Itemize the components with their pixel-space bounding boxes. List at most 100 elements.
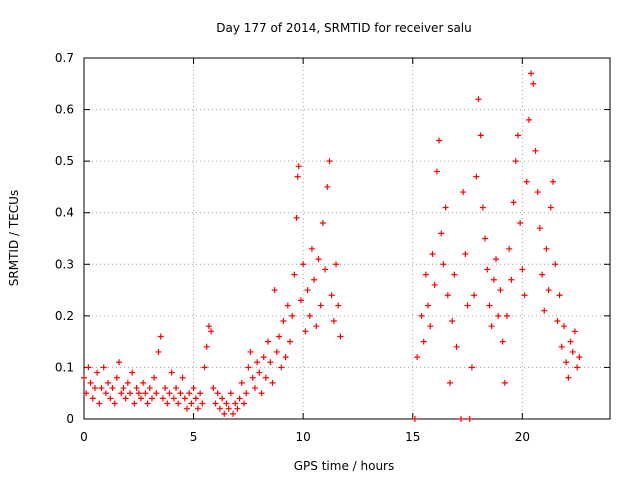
data-point: [486, 302, 493, 309]
data-point: [477, 132, 484, 139]
data-point: [438, 230, 445, 237]
data-point: [221, 410, 228, 417]
axis-ticks: 0 0.1 0.2 0.3 0.4 0.5 0.6 0.7 0 5 10 15 20: [55, 51, 610, 444]
data-point: [170, 395, 177, 402]
data-point: [567, 338, 574, 345]
data-point: [100, 364, 107, 371]
data-point: [162, 385, 169, 392]
data-point: [482, 235, 489, 242]
data-point: [179, 374, 186, 381]
data-point: [479, 204, 486, 211]
data-point: [230, 410, 237, 417]
data-point: [216, 405, 223, 412]
data-point: [188, 400, 195, 407]
data-point: [219, 395, 226, 402]
data-point: [140, 379, 147, 386]
data-point: [420, 338, 427, 345]
data-point: [177, 390, 184, 397]
data-point: [442, 204, 449, 211]
data-point: [175, 400, 182, 407]
data-point: [528, 70, 535, 77]
data-point: [429, 250, 436, 257]
data-point: [536, 225, 543, 232]
data-point: [501, 379, 508, 386]
data-point: [111, 400, 118, 407]
data-point: [201, 364, 208, 371]
data-point: [289, 312, 296, 319]
data-point: [98, 385, 105, 392]
data-point: [225, 405, 232, 412]
data-point: [94, 369, 101, 376]
data-point: [212, 400, 219, 407]
data-point: [291, 271, 298, 278]
data-point: [411, 416, 418, 422]
data-point: [181, 395, 188, 402]
data-point: [534, 189, 541, 196]
data-point: [532, 147, 539, 154]
data-point: [146, 385, 153, 392]
data-point: [473, 173, 480, 180]
data-point: [414, 354, 421, 361]
data-point: [144, 400, 151, 407]
x-tick-label: 0: [80, 430, 88, 444]
data-point: [503, 312, 510, 319]
data-point: [199, 400, 206, 407]
data-point: [300, 261, 307, 268]
data-point: [116, 359, 123, 366]
data-point: [324, 183, 331, 190]
data-point: [326, 158, 333, 165]
data-point: [569, 348, 576, 355]
data-point: [517, 220, 524, 227]
data-point: [208, 328, 215, 335]
data-point: [284, 302, 291, 309]
data-point: [271, 287, 278, 294]
x-tick-label: 5: [190, 430, 198, 444]
data-point: [571, 328, 578, 335]
data-points: [81, 70, 583, 422]
data-point: [519, 266, 526, 273]
data-point: [124, 379, 131, 386]
y-axis-label: SRMTID / TECUs: [7, 190, 21, 286]
data-point: [556, 292, 563, 299]
data-point: [512, 158, 519, 165]
data-point: [510, 199, 517, 206]
data-point: [249, 374, 256, 381]
data-point: [506, 245, 513, 252]
data-point: [449, 318, 456, 325]
data-point: [460, 189, 467, 196]
y-tick-label: 0.4: [55, 206, 74, 220]
data-point: [574, 364, 581, 371]
data-point: [565, 374, 572, 381]
data-point: [280, 318, 287, 325]
data-point: [457, 416, 464, 422]
data-point: [197, 390, 204, 397]
data-point: [493, 256, 500, 263]
data-point: [427, 323, 434, 330]
y-tick-label: 0: [66, 412, 74, 426]
data-point: [558, 343, 565, 350]
data-point: [530, 80, 537, 87]
data-point: [137, 395, 144, 402]
data-point: [335, 302, 342, 309]
data-point: [127, 390, 134, 397]
data-point: [186, 390, 193, 397]
data-point: [418, 312, 425, 319]
data-point: [262, 374, 269, 381]
data-point: [142, 390, 149, 397]
data-point: [328, 292, 335, 299]
data-point: [294, 173, 301, 180]
data-point: [247, 348, 254, 355]
data-point: [184, 405, 191, 412]
data-point: [543, 245, 550, 252]
grid-lines: [84, 58, 610, 419]
data-point: [203, 343, 210, 350]
data-point: [499, 338, 506, 345]
y-tick-label: 0.7: [55, 51, 74, 65]
data-point: [96, 400, 103, 407]
data-point: [192, 395, 199, 402]
data-point: [133, 385, 140, 392]
data-point: [484, 266, 491, 273]
data-point: [256, 369, 263, 376]
data-point: [306, 312, 313, 319]
data-point: [333, 261, 340, 268]
